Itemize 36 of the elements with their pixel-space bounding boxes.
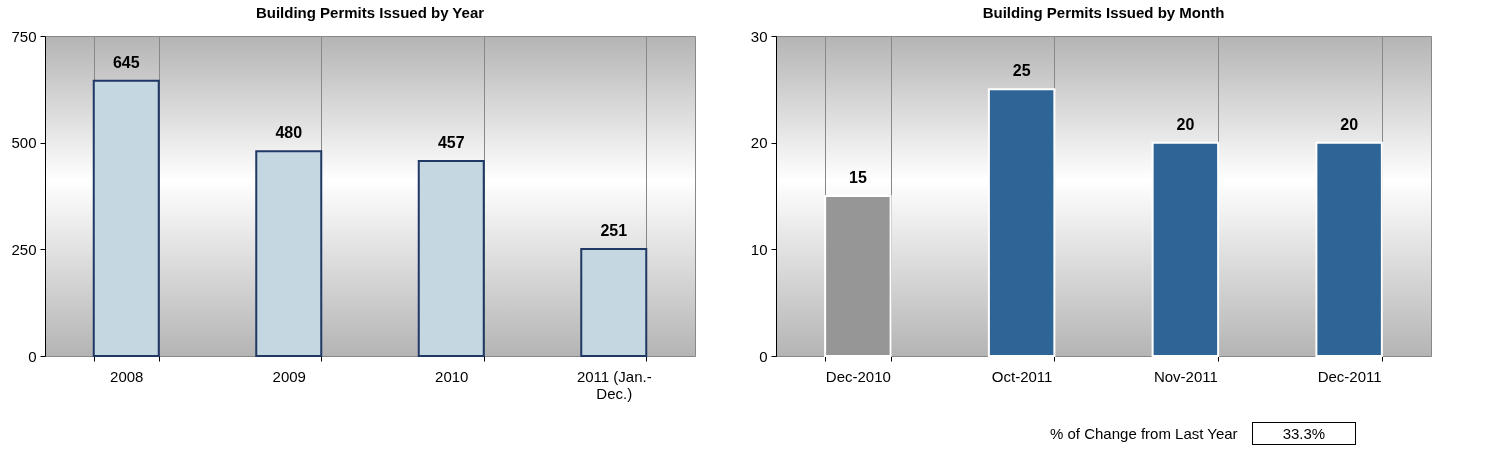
data-label: 20 (1176, 115, 1195, 133)
data-label: 25 (1012, 62, 1031, 80)
y-tick-label: 10 (750, 240, 768, 258)
data-label: 20 (1340, 115, 1359, 133)
x-tick-label: Oct-2011 (991, 367, 1053, 385)
y-tick-label: 500 (11, 134, 37, 152)
y-tick-label: 20 (750, 134, 768, 152)
data-label: 251 (600, 221, 628, 239)
bar (987, 88, 1056, 357)
data-label: 480 (275, 124, 303, 142)
data-label: 457 (437, 134, 465, 152)
bar (92, 79, 160, 357)
y-tick-label: 250 (11, 240, 37, 258)
y-tick-label: 0 (759, 347, 768, 365)
bar (580, 247, 648, 357)
x-tick-label: 2011 (Jan.-Dec.) (576, 367, 652, 402)
chart-title: Building Permits Issued by Month (982, 4, 1225, 21)
bar (1151, 141, 1220, 357)
x-tick-label: Dec-2010 (825, 367, 891, 385)
x-tick-label: Nov-2011 (1153, 367, 1218, 385)
text: % of Change from Last Year (1050, 425, 1238, 442)
y-tick-label: 0 (28, 347, 37, 365)
bar (1315, 141, 1383, 357)
text: 33.3% (1251, 422, 1357, 445)
bar (417, 160, 485, 357)
y-tick-label: 30 (750, 27, 768, 45)
x-tick-label: 2009 (272, 367, 306, 385)
x-tick-label: 2010 (435, 367, 469, 385)
x-tick-label: 2008 (110, 367, 144, 385)
chart-title: Building Permits Issued by Year (255, 4, 485, 21)
bar (824, 195, 892, 357)
data-label: 15 (848, 169, 867, 186)
data-label: 645 (112, 53, 140, 71)
x-tick-label: Dec-2011 (1317, 367, 1382, 385)
y-tick-label: 750 (11, 27, 37, 45)
bar (255, 150, 323, 357)
